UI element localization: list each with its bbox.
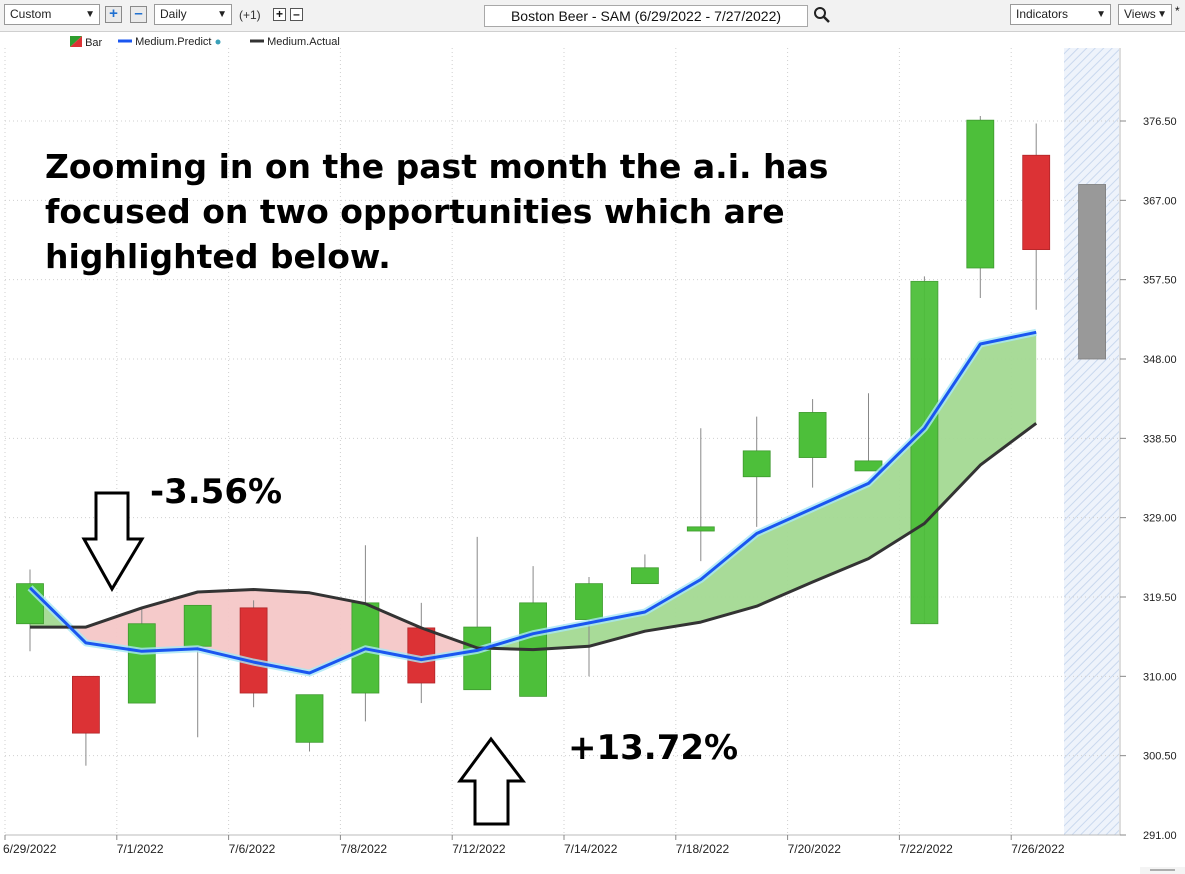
step-plus-button[interactable]: + bbox=[273, 8, 286, 21]
headline-annotation: Zooming in on the past month the a.i. ha… bbox=[45, 144, 875, 279]
line-swatch-icon bbox=[118, 37, 132, 45]
candle-body bbox=[967, 120, 994, 268]
step-minus-button[interactable]: – bbox=[290, 8, 303, 21]
y-tick-label: 367.00 bbox=[1143, 195, 1177, 207]
plus-icon: + bbox=[276, 7, 283, 21]
settings-dot-icon[interactable] bbox=[215, 39, 221, 45]
minus-icon: – bbox=[293, 7, 300, 21]
indicators-dropdown[interactable]: Indicators ▼ bbox=[1010, 4, 1111, 25]
y-tick-label: 348.00 bbox=[1143, 354, 1177, 366]
x-tick-label: 7/1/2022 bbox=[117, 842, 164, 856]
range-dropdown[interactable]: Custom ▼ bbox=[4, 4, 100, 25]
legend-item-predict: Medium.Predict bbox=[118, 36, 221, 48]
x-tick-label: 7/8/2022 bbox=[340, 842, 387, 856]
y-tick-label: 319.50 bbox=[1143, 592, 1177, 604]
buy-change-annotation: +13.72% bbox=[568, 728, 738, 768]
legend-label-actual: Medium.Actual bbox=[267, 36, 340, 48]
down-arrow-icon bbox=[84, 493, 142, 589]
views-label: Views bbox=[1124, 7, 1156, 21]
zoom-out-button[interactable]: – bbox=[130, 6, 147, 23]
x-tick-label: 7/14/2022 bbox=[564, 842, 618, 856]
candle-body bbox=[631, 568, 658, 584]
chevron-down-icon: ▼ bbox=[1096, 5, 1106, 24]
views-dropdown[interactable]: Views ▼ bbox=[1118, 4, 1172, 25]
candle-body bbox=[184, 605, 211, 646]
interval-dropdown[interactable]: Daily ▼ bbox=[154, 4, 232, 25]
search-icon[interactable] bbox=[813, 6, 831, 24]
legend-label-bar: Bar bbox=[85, 37, 102, 49]
x-tick-label: 7/18/2022 bbox=[676, 842, 730, 856]
y-tick-label: 357.50 bbox=[1143, 275, 1177, 287]
sell-change-annotation: -3.56% bbox=[150, 472, 282, 512]
x-tick-label: 6/29/2022 bbox=[3, 842, 57, 856]
zoom-in-button[interactable]: + bbox=[105, 6, 122, 23]
toolbar: Custom ▼ + – Daily ▼ (+1) + – Boston Bee… bbox=[0, 0, 1185, 32]
chevron-down-icon: ▼ bbox=[1157, 5, 1167, 24]
candle-body bbox=[296, 695, 323, 743]
forecast-zone bbox=[1064, 48, 1119, 835]
x-tick-label: 7/6/2022 bbox=[229, 842, 276, 856]
candle-body bbox=[464, 627, 491, 690]
candle-body bbox=[72, 676, 99, 733]
forecast-candle bbox=[1079, 184, 1106, 359]
legend-label-predict: Medium.Predict bbox=[135, 36, 211, 48]
candle-body bbox=[1023, 155, 1050, 249]
range-dropdown-value: Custom bbox=[10, 7, 51, 21]
x-tick-label: 7/20/2022 bbox=[788, 842, 842, 856]
up-arrow-icon bbox=[460, 739, 523, 824]
chevron-down-icon: ▼ bbox=[85, 5, 95, 24]
legend-item-bar: Bar bbox=[70, 36, 102, 49]
chart-title-field[interactable]: Boston Beer - SAM (6/29/2022 - 7/27/2022… bbox=[484, 5, 808, 27]
plus-icon: + bbox=[109, 5, 118, 22]
line-swatch-icon bbox=[250, 37, 264, 45]
x-tick-label: 7/12/2022 bbox=[452, 842, 506, 856]
modified-indicator: * bbox=[1175, 4, 1180, 18]
candle-body bbox=[911, 281, 938, 623]
candle-body bbox=[576, 584, 603, 620]
y-tick-label: 291.00 bbox=[1143, 830, 1177, 842]
minus-icon: – bbox=[134, 5, 142, 22]
y-tick-label: 310.00 bbox=[1143, 671, 1177, 683]
legend-item-actual: Medium.Actual bbox=[250, 36, 340, 48]
candle-body bbox=[799, 412, 826, 457]
y-tick-label: 338.50 bbox=[1143, 433, 1177, 445]
x-tick-label: 7/22/2022 bbox=[899, 842, 953, 856]
chevron-down-icon: ▼ bbox=[217, 5, 227, 24]
y-tick-label: 376.50 bbox=[1143, 116, 1177, 128]
bar-swatch-icon bbox=[70, 36, 82, 47]
step-label: (+1) bbox=[239, 8, 261, 22]
candle-body bbox=[687, 527, 714, 531]
y-tick-label: 300.50 bbox=[1143, 751, 1177, 763]
x-tick-label: 7/26/2022 bbox=[1011, 842, 1065, 856]
interval-dropdown-value: Daily bbox=[160, 7, 187, 21]
candle-body bbox=[128, 624, 155, 703]
candle-body bbox=[240, 608, 267, 693]
indicators-label: Indicators bbox=[1016, 7, 1068, 21]
candle-body bbox=[743, 451, 770, 477]
y-tick-label: 329.00 bbox=[1143, 513, 1177, 525]
